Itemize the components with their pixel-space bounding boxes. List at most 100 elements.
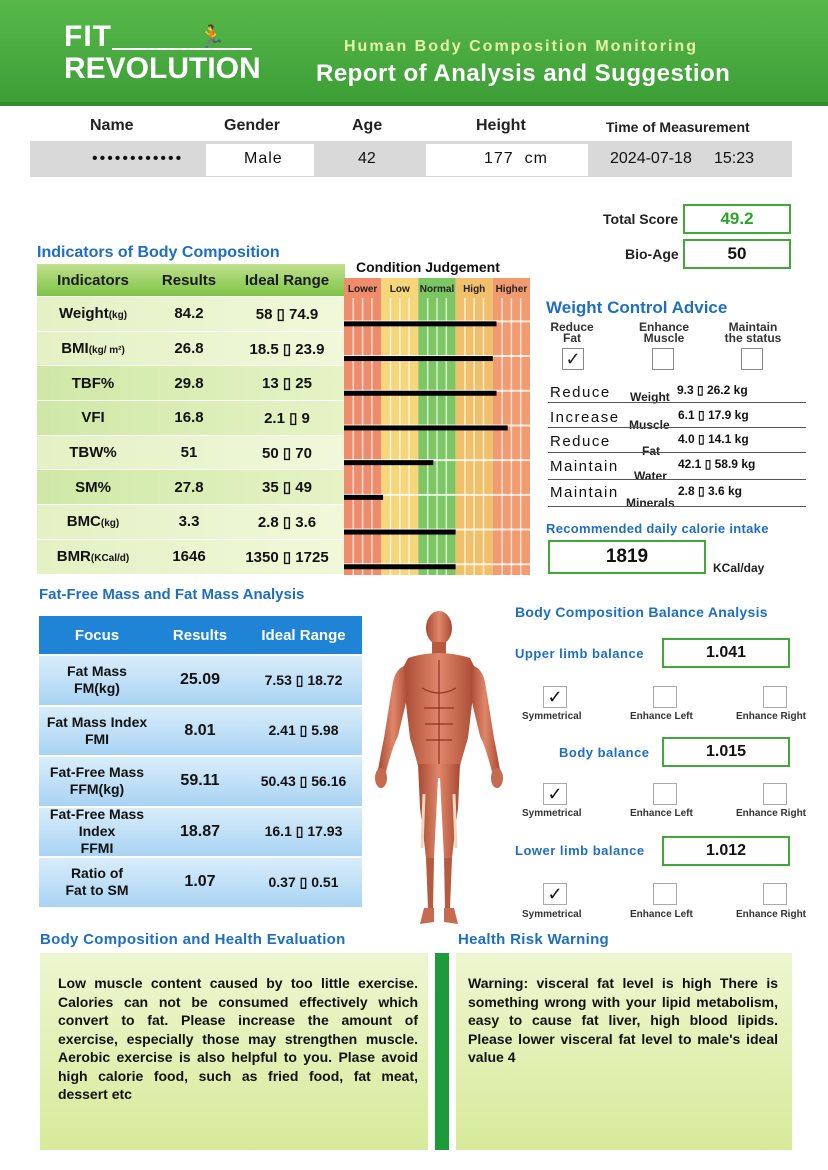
- condition-bar-tbw: [344, 460, 434, 466]
- option-enhance-muscle-label: Enhance Muscle: [638, 320, 689, 345]
- col-ideal-range: Ideal Range: [261, 626, 346, 644]
- logo-heartbeat-line: [112, 48, 252, 50]
- table-row: Fat-Free Mass Index FFMI 18.87 16.1 ▯ 17.9…: [39, 805, 362, 857]
- condition-bar-weight: [344, 321, 497, 327]
- advice-action: Maintain: [550, 484, 619, 501]
- focus-cell: Fat Mass Index FMI: [46, 713, 148, 747]
- info-header-time: Time of Measurement: [606, 119, 750, 135]
- col-ideal-range: Ideal Range: [244, 271, 330, 289]
- advice-divider: [548, 427, 806, 428]
- advice-divider: [548, 402, 806, 403]
- symmetrical-checkbox[interactable]: ✓: [543, 783, 567, 805]
- height-value: 177 cm: [484, 150, 548, 167]
- symmetrical-checkbox[interactable]: ✓: [543, 686, 567, 708]
- indicator-name: Weight: [58, 305, 109, 323]
- condition-level-label: Higher: [496, 284, 528, 295]
- condition-level-label: Low: [390, 284, 410, 295]
- indicator-range: 1350 ▯ 1725: [245, 548, 329, 566]
- ffm-result: 8.01: [184, 721, 216, 739]
- indicator-range: 2.8 ▯ 3.6: [257, 513, 317, 531]
- advice-target: Minerals: [626, 496, 675, 510]
- reduce-fat-checkbox[interactable]: ✓: [562, 348, 584, 370]
- indicator-range: 2.1 ▯ 9: [264, 409, 310, 427]
- condition-level-label: High: [463, 284, 485, 295]
- table-row: BMR(KCal/d) 1646 1350 ▯ 1725: [37, 538, 345, 574]
- age-value: 42: [358, 150, 376, 167]
- indicators-title: Indicators of Body Composition: [37, 244, 280, 261]
- advice-range: 2.8 ▯ 3.6 kg: [678, 484, 742, 498]
- indicator-range: 50 ▯ 70: [262, 444, 312, 462]
- table-row: TBF% 29.8 13 ▯ 25: [37, 365, 345, 401]
- condition-level-label: Normal: [420, 284, 455, 295]
- date-value: 2024-07-18: [610, 150, 692, 167]
- advice-action: Reduce: [550, 384, 611, 401]
- runner-icon: 🏃: [198, 24, 226, 49]
- condition-bar-sm: [344, 494, 384, 500]
- time-value: 15:23: [714, 150, 755, 167]
- header-banner: [0, 0, 828, 106]
- table-row: SM% 27.8 35 ▯ 49: [37, 469, 345, 505]
- advice-range: 42.1 ▯ 58.9 kg: [678, 457, 756, 471]
- risk-text: Warning: visceral fat level is high Ther…: [456, 953, 792, 1150]
- ffm-result: 1.07: [184, 873, 216, 891]
- enhance-right-checkbox[interactable]: [763, 686, 787, 708]
- indicator-unit: (kg/ m²): [88, 345, 125, 357]
- enhance-right-checkbox[interactable]: [763, 883, 787, 905]
- symmetrical-checkbox[interactable]: ✓: [543, 883, 567, 905]
- condition-title: Condition Judgement: [356, 259, 500, 275]
- indicator-unit: (KCal/d): [90, 553, 130, 565]
- ffm-table: Focus Results Ideal Range Fat Mass FM(kg)…: [39, 616, 362, 907]
- advice-range: 6.1 ▯ 17.9 kg: [678, 408, 749, 422]
- balance-label-upper-limb: Upper limb balance: [515, 646, 644, 661]
- col-indicators: Indicators: [57, 271, 129, 289]
- enhance-left-checkbox[interactable]: [653, 686, 677, 708]
- advice-range: 9.3 ▯ 26.2 kg: [677, 383, 748, 397]
- advice-range: 4.0 ▯ 14.1 kg: [678, 432, 749, 446]
- indicator-result: 51: [180, 444, 198, 462]
- indicator-result: 84.2: [174, 305, 204, 323]
- advice-action: Increase: [550, 409, 620, 426]
- focus-cell: Fat-Free Mass Index FFMI: [49, 806, 145, 857]
- balance-value-upper-limb: 1.041: [662, 638, 790, 668]
- logo-text-fit: FIT: [64, 20, 112, 53]
- indicator-result: 3.3: [178, 513, 200, 531]
- enhance-muscle-checkbox[interactable]: [652, 348, 674, 370]
- table-row: Ratio of Fat to SM 1.07 0.37 ▯ 0.51: [39, 856, 362, 907]
- enhance-left-checkbox[interactable]: [653, 883, 677, 905]
- evaluation-title: Body Composition and Health Evaluation: [40, 931, 346, 948]
- logo-text-revolution: REVOLUTION: [64, 52, 261, 85]
- advice-target: Fat: [642, 444, 660, 458]
- option-reduce-fat-label: Reduce Fat: [550, 320, 594, 345]
- info-band: [30, 141, 792, 177]
- ffm-table-header: Focus Results Ideal Range: [39, 616, 362, 654]
- condition-bar-vfi: [344, 425, 508, 431]
- advice-target: Muscle: [629, 418, 670, 432]
- indicator-name: TBF%: [71, 374, 115, 392]
- condition-bars: [344, 321, 508, 570]
- balance-value-lower-limb: 1.012: [662, 836, 790, 866]
- bio-age-label: Bio-Age: [625, 246, 679, 262]
- calorie-value: 1819: [548, 540, 706, 574]
- maintain-status-checkbox[interactable]: [741, 348, 763, 370]
- ffm-range: 16.1 ▯ 17.93: [264, 823, 343, 840]
- balance-value-body: 1.015: [662, 737, 790, 767]
- enhance-left-checkbox[interactable]: [653, 783, 677, 805]
- enhance-left-label: Enhance Left: [630, 711, 693, 722]
- condition-bar-bmc: [344, 529, 456, 535]
- ffm-range: 50.43 ▯ 56.16: [260, 772, 347, 789]
- symmetrical-label: Symmetrical: [522, 808, 582, 819]
- enhance-right-checkbox[interactable]: [763, 783, 787, 805]
- indicator-range: 35 ▯ 49: [262, 479, 312, 497]
- muscle-anatomy-figure: [375, 611, 503, 924]
- gender-box: [206, 144, 314, 176]
- col-results: Results: [172, 626, 228, 644]
- indicator-unit: (kg): [100, 518, 120, 530]
- indicator-name: VFI: [81, 409, 105, 427]
- enhance-right-label: Enhance Right: [736, 909, 807, 920]
- condition-bar-bmr: [344, 564, 456, 570]
- bio-age-value: 50: [683, 239, 791, 269]
- height-box: [426, 144, 588, 176]
- calorie-label: Recommended daily calorie intake: [546, 521, 769, 536]
- ffm-range: 2.41 ▯ 5.98: [268, 722, 339, 739]
- balance-title: Body Composition Balance Analysis: [515, 604, 768, 620]
